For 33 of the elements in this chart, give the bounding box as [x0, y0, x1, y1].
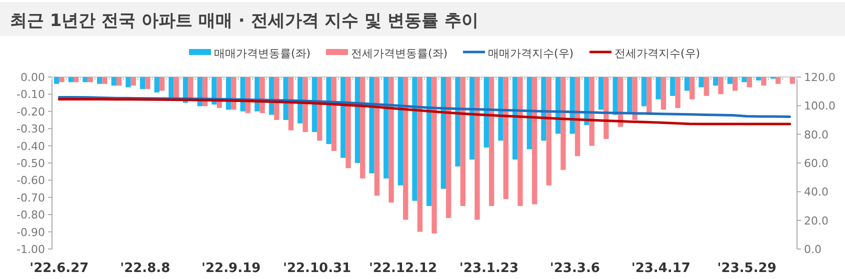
- y2-tick-label: 120.0: [804, 71, 836, 84]
- y-tick-label: -0.80: [16, 208, 45, 222]
- y-tick-label: -0.40: [16, 140, 45, 153]
- y-tick-label: -0.70: [16, 191, 45, 204]
- y-tick-label: -0.20: [16, 105, 45, 118]
- x-tick-label: '22.6.27: [30, 261, 89, 276]
- x-tick-label: '22.12.12: [368, 261, 438, 276]
- y-tick-label: 0.00: [20, 71, 45, 84]
- legend-label: 매매가격지수(우): [488, 47, 574, 60]
- y-tick-label: -0.90: [16, 226, 45, 239]
- chart-title: 최근 1년간 전국 아파트 매매 · 전세가격 지수 및 변동률 추이: [10, 11, 478, 31]
- y2-tick-label: 0.0: [804, 243, 822, 256]
- y-tick-label: -0.60: [16, 174, 45, 188]
- legend-label: 전세가격지수(우): [614, 47, 700, 60]
- y2-tick-label: 40.0: [804, 186, 828, 199]
- y-tick-label: -1.00: [16, 243, 45, 256]
- x-tick-label: '22.10.31: [282, 261, 352, 276]
- legend-label: 전세가격변동률(좌): [351, 47, 448, 60]
- y2-tick-label: 20.0: [804, 214, 828, 228]
- x-tick-label: '23.4.17: [631, 261, 690, 276]
- legend-label: 매매가격변동률(좌): [214, 47, 311, 60]
- x-tick-label: '23.5.29: [717, 261, 776, 276]
- y-tick-label: -0.30: [16, 122, 45, 136]
- x-tick-label: '22.8.8: [120, 261, 170, 276]
- x-tick-label: '22.9.19: [202, 261, 261, 276]
- y2-tick-label: 80.0: [804, 128, 828, 142]
- y-tick-label: -0.10: [16, 88, 45, 102]
- y-tick-label: -0.50: [16, 157, 45, 170]
- y2-tick-label: 60.0: [804, 157, 828, 170]
- line-series: [58, 98, 792, 126]
- y2-tick-label: 100.0: [804, 100, 836, 113]
- x-tick-label: '23.1.23: [459, 261, 519, 276]
- x-tick-label: '23.3.6: [550, 261, 600, 276]
